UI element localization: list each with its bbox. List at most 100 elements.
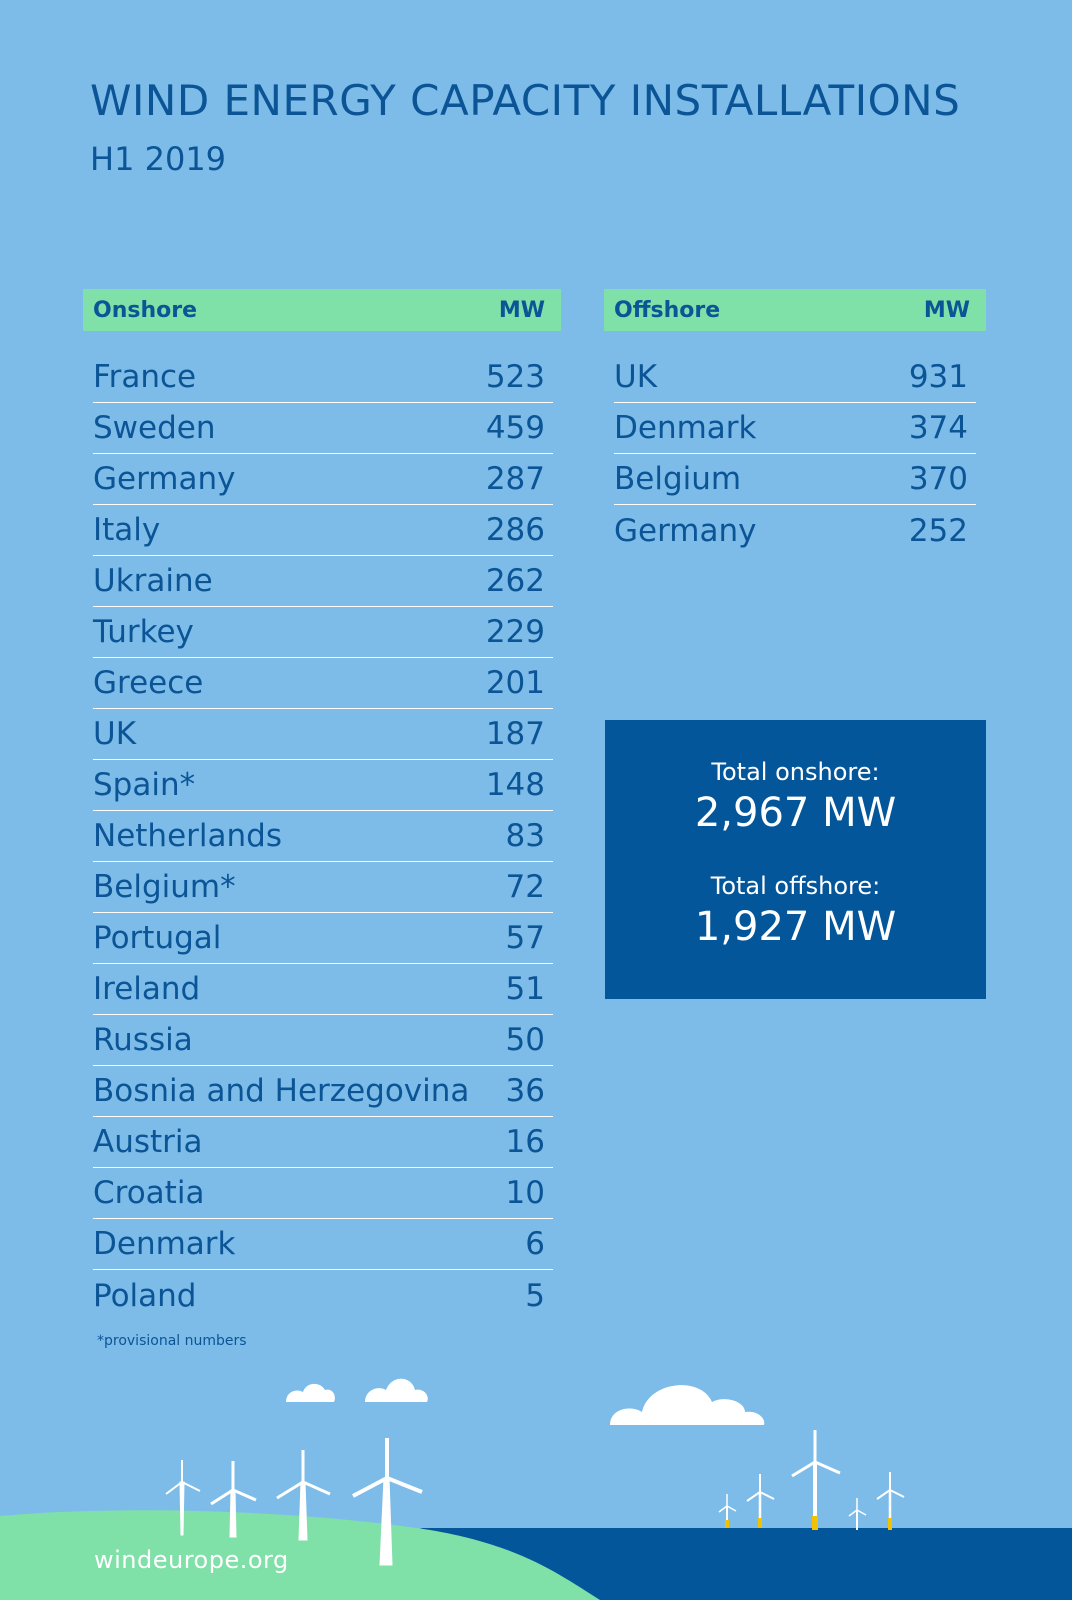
onshore-table-row: Italy 286: [93, 505, 553, 556]
offshore-country-label: Belgium: [614, 461, 742, 497]
onshore-country-label: Belgium*: [93, 869, 236, 905]
onshore-table-row: UK 187: [93, 709, 553, 760]
onshore-country-label: Portugal: [93, 920, 222, 956]
onshore-table-row: Belgium* 72: [93, 862, 553, 913]
onshore-table-row: Sweden 459: [93, 403, 553, 454]
onshore-table-row: Bosnia and Herzegovina 36: [93, 1066, 553, 1117]
onshore-country-label: Poland: [93, 1277, 197, 1314]
total-onshore-label: Total onshore:: [711, 758, 880, 786]
onshore-country-label: Bosnia and Herzegovina: [93, 1073, 470, 1109]
onshore-table-row: Ireland 51: [93, 964, 553, 1015]
total-onshore-value: 2,967 MW: [694, 790, 897, 836]
onshore-country-label: Italy: [93, 512, 161, 548]
onshore-table-row: Russia 50: [93, 1015, 553, 1066]
onshore-table-row: Ukraine 262: [93, 556, 553, 607]
onshore-value-label: 10: [505, 1175, 545, 1211]
onshore-value-label: 229: [485, 614, 545, 650]
onshore-header-label: Onshore: [93, 297, 198, 323]
onshore-table-row: Croatia 10: [93, 1168, 553, 1219]
cloud-icon: [365, 1378, 428, 1402]
onshore-table-row: Germany 287: [93, 454, 553, 505]
offshore-value-label: 374: [908, 410, 968, 446]
onshore-value-label: 72: [505, 869, 545, 905]
onshore-value-label: 5: [525, 1277, 545, 1314]
header: WIND ENERGY CAPACITY INSTALLATIONS H1 20…: [90, 74, 960, 178]
onshore-value-label: 286: [485, 512, 545, 548]
onshore-country-label: Sweden: [93, 410, 216, 446]
onshore-country-label: Ireland: [93, 971, 201, 1007]
onshore-value-label: 36: [505, 1073, 545, 1109]
onshore-value-label: 262: [485, 563, 545, 599]
wind-turbine-icon: [165, 1460, 201, 1536]
onshore-header-unit: MW: [498, 297, 545, 323]
total-offshore-value: 1,927 MW: [694, 904, 897, 950]
onshore-table-row: Portugal 57: [93, 913, 553, 964]
onshore-country-label: Turkey: [93, 614, 194, 650]
onshore-value-label: 16: [505, 1124, 545, 1160]
onshore-value-label: 57: [505, 920, 545, 956]
page-title: WIND ENERGY CAPACITY INSTALLATIONS: [90, 76, 961, 125]
wind-turbine-icon: [848, 1498, 867, 1530]
onshore-country-label: Russia: [93, 1022, 193, 1058]
onshore-value-label: 201: [485, 665, 545, 701]
onshore-value-label: 50: [505, 1022, 545, 1058]
wind-turbine-icon: [791, 1430, 841, 1530]
onshore-table-row: France 523: [93, 352, 553, 403]
wind-turbine-icon: [276, 1450, 331, 1541]
onshore-value-label: 187: [485, 716, 545, 752]
page-subtitle: H1 2019: [90, 140, 227, 178]
land: [0, 1510, 600, 1600]
offshore-table-row: Germany 252: [614, 505, 976, 556]
footnote: *provisional numbers: [97, 1333, 247, 1349]
offshore-table: Offshore MW UK 931 Denmark 374 Belgium 370 Ger…: [604, 289, 986, 556]
offshore-table-row: Denmark 374: [614, 403, 976, 454]
onshore-value-label: 51: [505, 971, 545, 1007]
onshore-rows: France 523 Sweden 459 Germany 287 Italy 286 Ukra…: [83, 352, 553, 1321]
offshore-country-label: Denmark: [614, 410, 757, 446]
wind-turbine-icon: [746, 1474, 775, 1528]
onshore-table-row: Spain* 148: [93, 760, 553, 811]
offshore-country-label: UK: [614, 359, 658, 395]
onshore-value-label: 83: [505, 818, 545, 854]
onshore-country-label: Croatia: [93, 1175, 205, 1211]
offshore-country-label: Germany: [614, 512, 757, 549]
onshore-country-label: Greece: [93, 665, 204, 701]
offshore-header-unit: MW: [923, 297, 970, 323]
onshore-country-label: Ukraine: [93, 563, 213, 599]
wind-turbine-icon: [718, 1494, 737, 1528]
offshore-value-label: 370: [908, 461, 968, 497]
wind-turbine-icon: [210, 1461, 257, 1538]
onshore-country-label: Austria: [93, 1124, 203, 1160]
onshore-country-label: UK: [93, 716, 137, 752]
offshore-rows: UK 931 Denmark 374 Belgium 370 Germany 252: [604, 352, 976, 556]
onshore-table-row: Greece 201: [93, 658, 553, 709]
offshore-table-row: UK 931: [614, 352, 976, 403]
onshore-table-row: Denmark 6: [93, 1219, 553, 1270]
onshore-table: Onshore MW France 523 Sweden 459 Germany 287 I…: [83, 289, 561, 1321]
onshore-country-label: Germany: [93, 461, 236, 497]
offshore-value-label: 931: [908, 359, 968, 395]
onshore-value-label: 459: [485, 410, 545, 446]
onshore-value-label: 523: [485, 359, 545, 395]
onshore-table-row: Netherlands 83: [93, 811, 553, 862]
onshore-value-label: 287: [485, 461, 545, 497]
onshore-country-label: Denmark: [93, 1226, 236, 1262]
cloud-icon: [286, 1383, 335, 1402]
onshore-country-label: France: [93, 359, 197, 395]
website-url: windeurope.org: [94, 1546, 289, 1574]
offshore-header-label: Offshore: [614, 297, 721, 323]
onshore-table-row: Turkey 229: [93, 607, 553, 658]
onshore-country-label: Spain*: [93, 767, 196, 803]
total-offshore-label: Total offshore:: [710, 872, 881, 900]
cloud-icon: [610, 1385, 765, 1425]
wind-turbine-icon: [876, 1472, 905, 1530]
totals-box: Total onshore: 2,967 MW Total offshore: …: [605, 720, 986, 999]
offshore-table-row: Belgium 370: [614, 454, 976, 505]
offshore-value-label: 252: [908, 512, 968, 549]
onshore-table-row: Poland 5: [93, 1270, 553, 1321]
wind-turbine-icon: [352, 1438, 423, 1566]
onshore-table-header: Onshore MW: [83, 289, 561, 331]
onshore-value-label: 148: [485, 767, 545, 803]
offshore-table-header: Offshore MW: [604, 289, 986, 331]
